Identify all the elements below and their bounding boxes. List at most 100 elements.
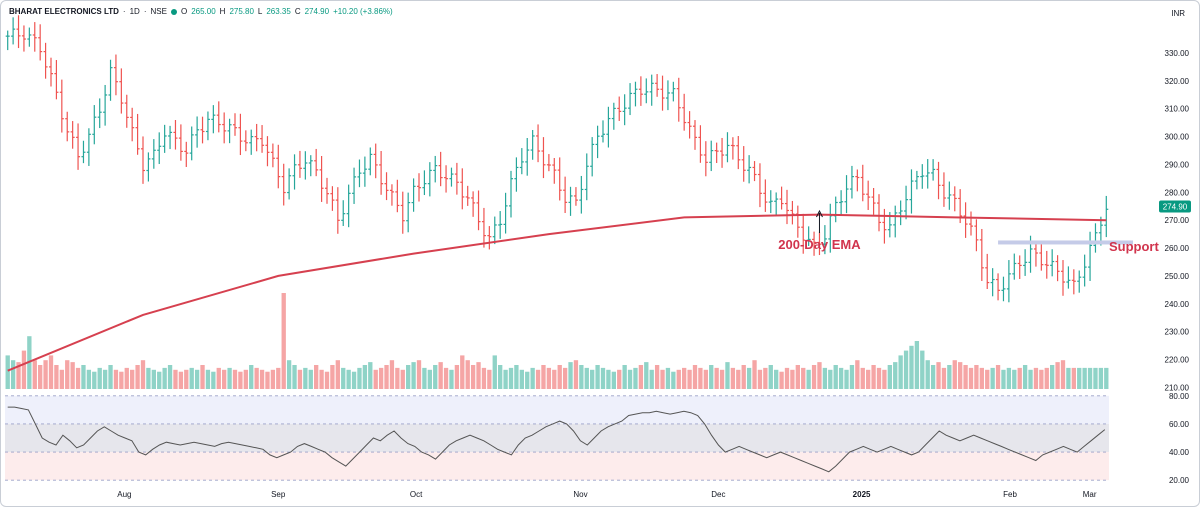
volume-bar — [1077, 367, 1082, 389]
ohlc-bar — [877, 194, 881, 232]
ohlc-bar — [893, 205, 898, 238]
volume-bar — [822, 367, 828, 389]
ohlc-bar — [909, 169, 914, 214]
ohlc-bar — [1082, 254, 1087, 287]
volume-bar — [281, 293, 286, 389]
ohlc-bar — [249, 129, 254, 155]
ohlc-bar — [503, 192, 508, 234]
ohlc-bar — [573, 187, 578, 206]
volume-bar — [194, 369, 200, 389]
rsi-panel — [5, 395, 1109, 481]
volume-bar — [5, 355, 10, 389]
volume-bar — [270, 369, 276, 389]
volume-bar — [925, 360, 930, 389]
volume-bar — [1012, 369, 1017, 389]
ohlc-bar — [460, 168, 465, 210]
ohlc-bar — [70, 121, 75, 149]
ohlc-bar — [665, 80, 670, 111]
date-tick-label: Mar — [1083, 490, 1097, 499]
ohlc-bar — [687, 111, 692, 139]
rsi-tick-label: 60.00 — [1169, 420, 1190, 429]
ohlc-bar — [655, 74, 660, 97]
volume-bar — [113, 369, 119, 389]
ohlc-bar — [141, 136, 145, 184]
volume-bar — [43, 360, 48, 389]
volume-bar — [378, 367, 384, 389]
volume-bar — [784, 367, 790, 389]
volume-bar — [974, 365, 979, 389]
volume-bar — [1022, 365, 1028, 389]
volume-bar — [790, 369, 795, 389]
ohlc-bar — [184, 141, 189, 167]
ohlc-bar — [1077, 270, 1082, 293]
volume-bar — [324, 371, 330, 389]
support-line — [998, 240, 1133, 245]
ohlc-bar — [471, 191, 476, 217]
volume-bar — [979, 367, 984, 389]
ohlc-bar — [498, 211, 503, 239]
ohlc-bar — [1093, 223, 1098, 253]
volume-bar — [557, 365, 562, 389]
volume-bar — [671, 371, 676, 389]
ohlc-bar — [222, 112, 227, 144]
ohlc-bar — [693, 120, 697, 150]
volume-bar — [146, 367, 151, 389]
ohlc-bar — [536, 124, 541, 163]
volume-bar — [876, 367, 882, 389]
volume-bar — [249, 365, 254, 389]
date-tick-label: Aug — [117, 490, 131, 499]
ohlc-bar — [233, 113, 237, 136]
ohlc-bar — [297, 150, 302, 178]
volume-bar — [590, 369, 595, 389]
volume-bar — [530, 367, 535, 389]
volume-bar — [811, 365, 817, 389]
date-tick-label: Nov — [573, 490, 587, 499]
ohlc-bar — [725, 132, 730, 163]
ohlc-bar — [411, 178, 416, 212]
date-tick-label: Sep — [271, 490, 286, 499]
volume-bar — [947, 365, 952, 389]
volume-bar — [119, 371, 124, 389]
ohlc-bar — [81, 140, 86, 164]
volume-bar — [617, 369, 622, 389]
ohlc-bar — [65, 111, 70, 142]
ohlc-bar — [969, 211, 973, 236]
ohlc-bar — [806, 226, 811, 246]
volume-bar — [941, 367, 947, 389]
ohlc-bar — [1006, 260, 1011, 303]
volume-bar — [1017, 367, 1022, 389]
ohlc-bar — [514, 157, 519, 192]
volume-bar — [81, 365, 86, 389]
ohlc-bar — [444, 165, 449, 193]
ohlc-bar — [714, 142, 719, 164]
volume-bar — [552, 369, 557, 389]
volume-bar — [573, 360, 579, 389]
volume-bar — [411, 362, 416, 389]
volume-bar — [427, 369, 432, 389]
volume-bar — [817, 362, 822, 389]
volume-bar — [178, 371, 184, 389]
ohlc-bar — [568, 186, 573, 216]
volume-bar — [32, 360, 37, 389]
volume-bar — [216, 367, 221, 389]
ohlc-bar — [357, 159, 362, 188]
interval-label[interactable]: 1D — [129, 7, 140, 16]
volume-bars — [5, 293, 1109, 389]
volume-bar — [990, 367, 995, 389]
volume-bar — [508, 367, 514, 389]
volume-bar — [930, 365, 936, 389]
low-value: 263.35 — [266, 7, 291, 16]
ohlc-bar — [1050, 249, 1055, 277]
volume-bar — [866, 369, 871, 389]
price-tick-label: 280.00 — [1165, 188, 1190, 197]
ohlc-bar — [963, 202, 968, 238]
ohlc-bar — [108, 59, 113, 101]
ohlc-bar — [795, 205, 800, 238]
volume-bar — [416, 360, 422, 389]
date-tick-label: 2025 — [853, 490, 871, 499]
volume-bar — [871, 365, 876, 389]
symbol-name[interactable]: BHARAT ELECTRONICS LTD — [9, 7, 119, 16]
volume-bar — [65, 360, 70, 389]
volume-bar — [568, 362, 573, 389]
